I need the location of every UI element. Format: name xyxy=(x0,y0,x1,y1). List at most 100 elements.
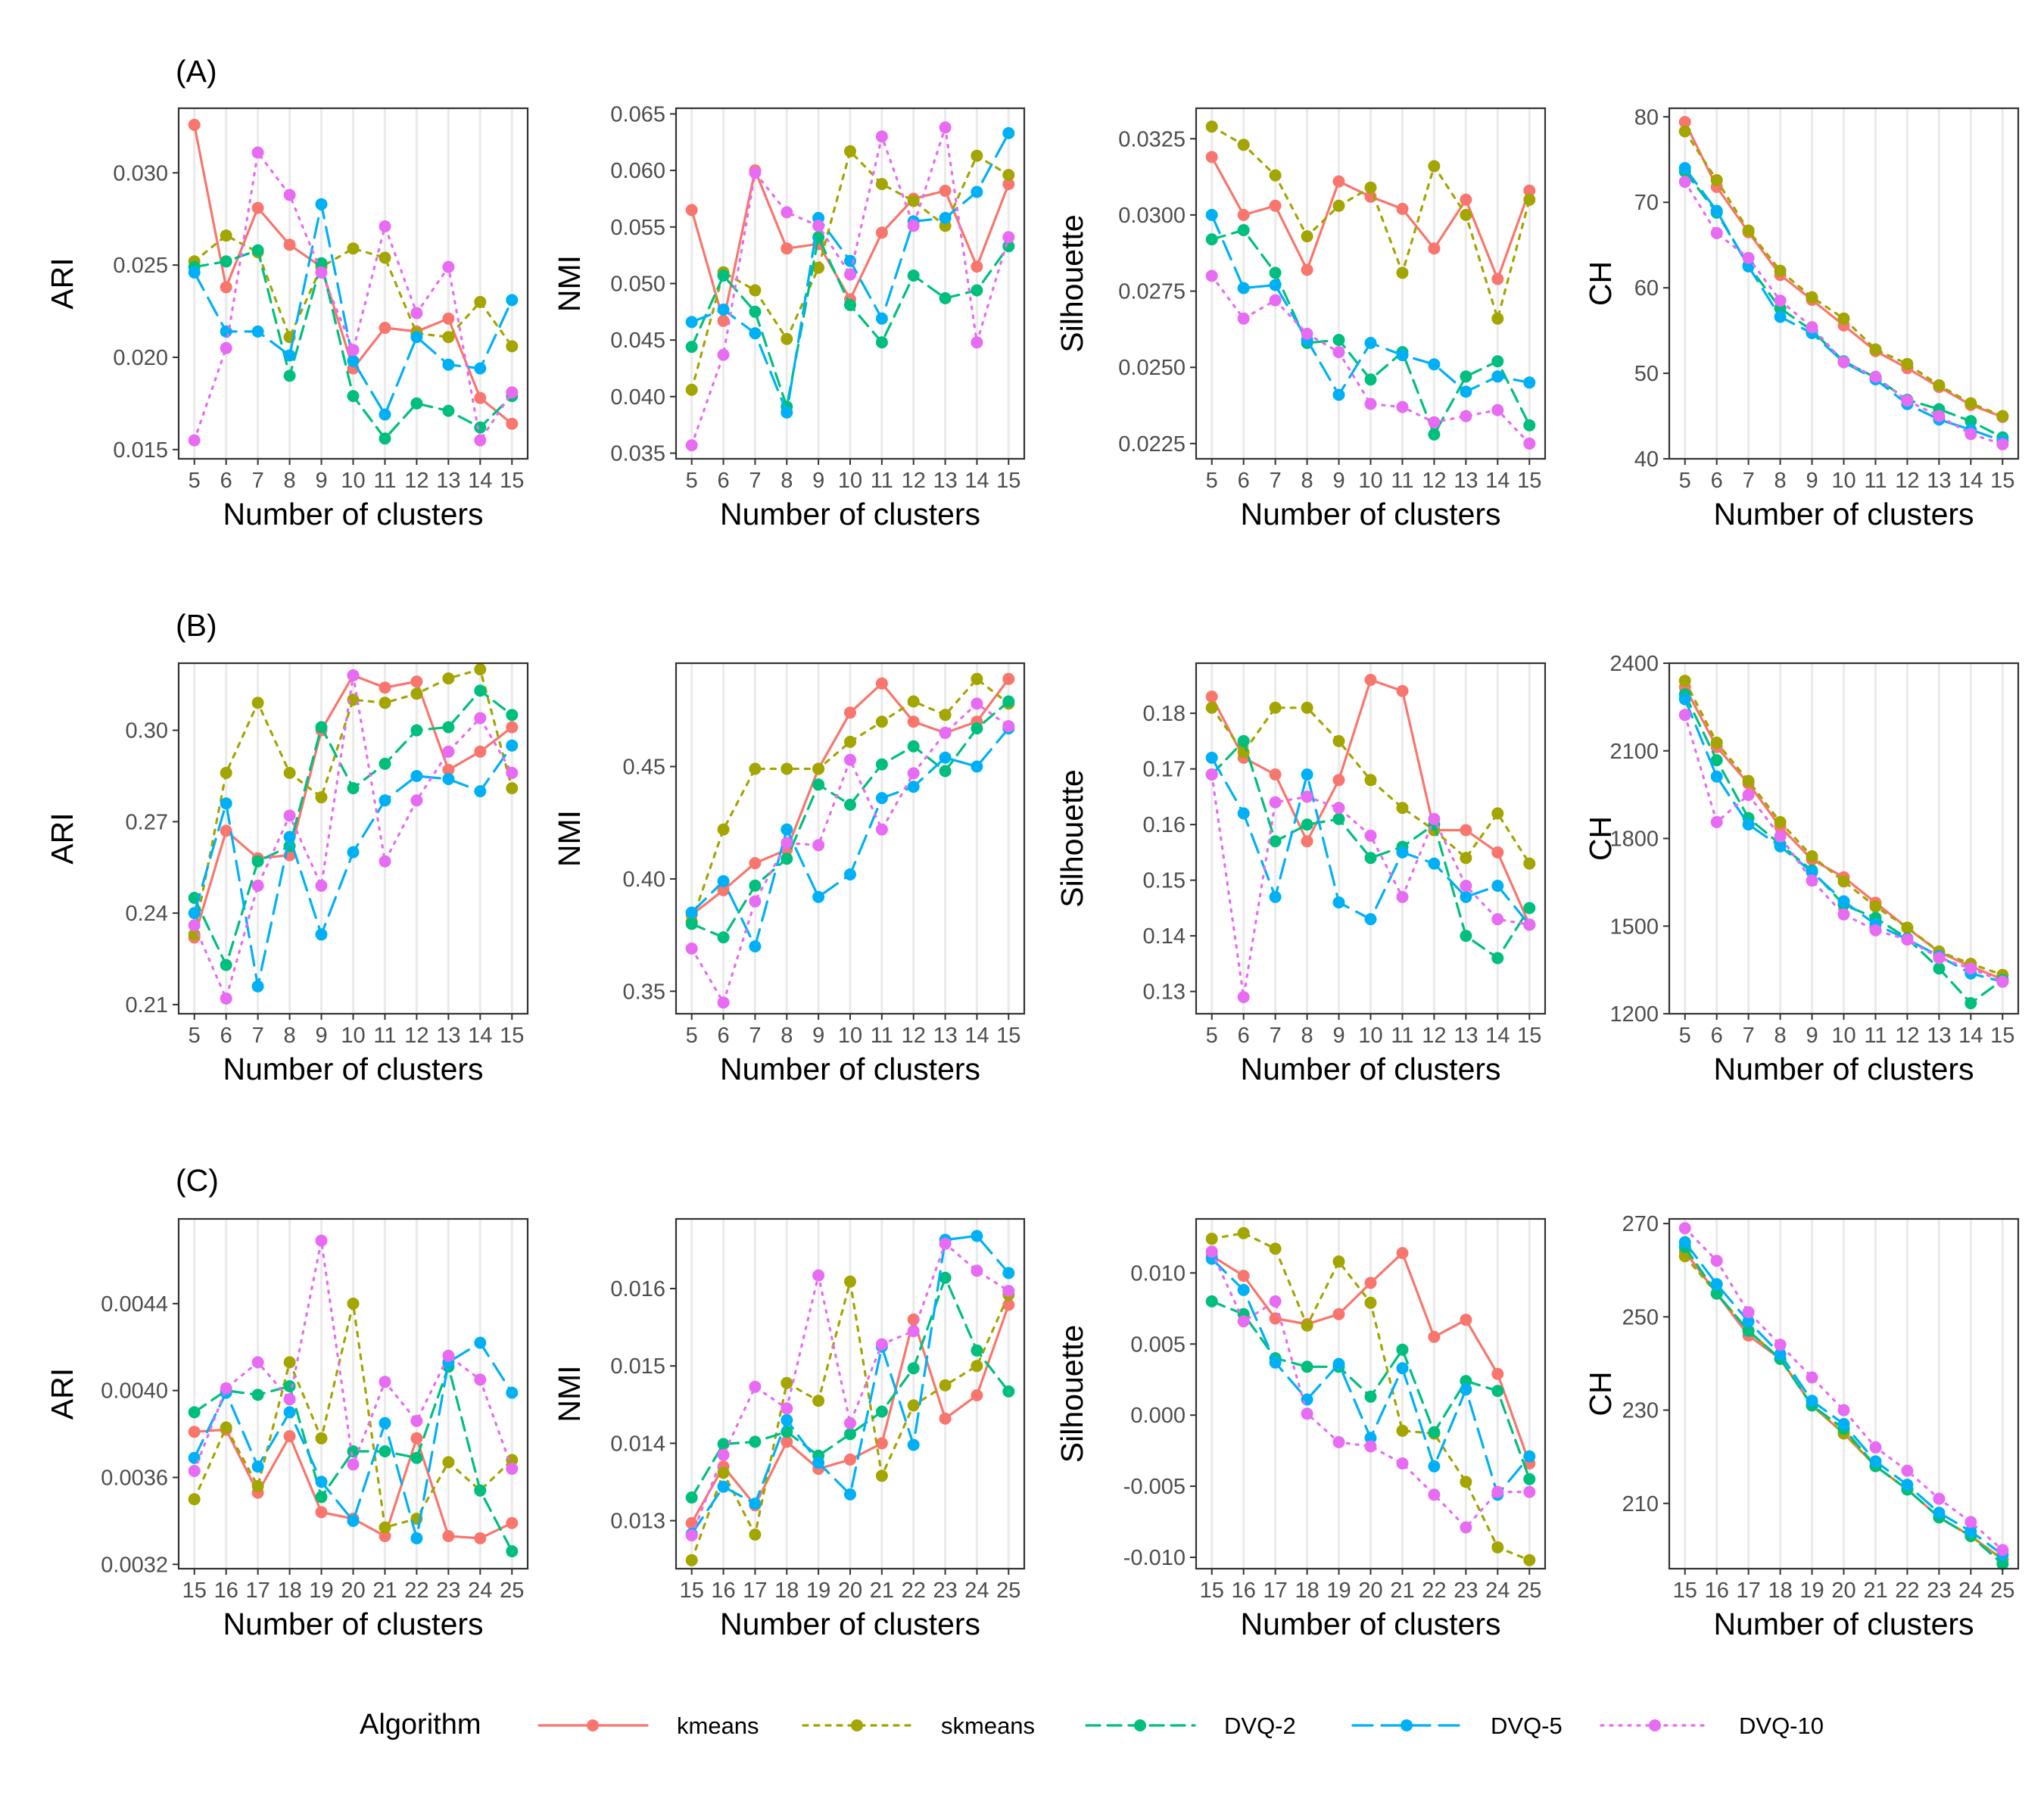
data-point xyxy=(717,1438,730,1451)
data-point xyxy=(410,1432,423,1445)
data-point xyxy=(1965,997,1977,1010)
data-point xyxy=(1933,1507,1946,1519)
data-point xyxy=(1933,952,1946,965)
data-point xyxy=(1710,736,1723,749)
data-point xyxy=(939,1237,952,1250)
x-tick-label: 10 xyxy=(1358,1024,1382,1048)
data-point xyxy=(379,1521,391,1534)
x-tick-label: 5 xyxy=(1206,1024,1218,1048)
data-point xyxy=(1523,1473,1536,1485)
data-point xyxy=(315,1234,328,1247)
y-tick-label: 60 xyxy=(1634,276,1659,301)
x-tick-label: 21 xyxy=(870,1579,894,1603)
data-point xyxy=(251,855,264,868)
data-point xyxy=(844,735,856,748)
data-point xyxy=(1837,312,1850,325)
data-point xyxy=(1364,774,1377,787)
data-point xyxy=(251,1356,264,1369)
x-tick-label: 10 xyxy=(838,469,862,493)
series-line xyxy=(1211,1250,1531,1529)
data-point xyxy=(939,185,952,197)
data-point xyxy=(1205,1245,1218,1258)
x-tick-label: 20 xyxy=(838,1579,862,1603)
data-point xyxy=(1460,930,1472,943)
data-point xyxy=(251,1460,264,1473)
data-point xyxy=(1460,824,1472,837)
x-tick-label: 20 xyxy=(1831,1579,1855,1603)
data-point xyxy=(1901,921,1914,934)
y-tick-label: 0.025 xyxy=(113,254,168,278)
x-tick-label: 13 xyxy=(436,469,460,493)
data-point xyxy=(1396,1457,1409,1469)
x-tick-label: 15 xyxy=(182,1579,207,1603)
y-tick-label: 0.020 xyxy=(113,346,168,370)
data-point xyxy=(875,226,888,239)
data-point xyxy=(1301,263,1313,276)
x-tick-label: 9 xyxy=(1332,469,1344,493)
data-point xyxy=(907,1313,920,1326)
y-axis-title: ARI xyxy=(45,1368,79,1420)
x-tick-label: 12 xyxy=(1895,1024,1919,1048)
data-point xyxy=(1269,701,1282,714)
data-point xyxy=(1742,1315,1755,1328)
x-tick-label: 24 xyxy=(964,1579,989,1603)
data-point xyxy=(685,341,698,354)
series-skmeans xyxy=(188,663,519,941)
data-point xyxy=(442,1349,455,1362)
data-point xyxy=(1523,857,1536,870)
data-point xyxy=(1301,835,1313,848)
data-point xyxy=(188,928,201,941)
x-tick-label: 9 xyxy=(812,1024,824,1048)
x-tick-label: 14 xyxy=(1485,469,1510,493)
data-point xyxy=(1269,294,1282,307)
data-point xyxy=(1332,334,1345,346)
y-tick-label: 0.13 xyxy=(1143,980,1186,1005)
data-point xyxy=(717,303,730,316)
data-point xyxy=(939,1412,952,1425)
data-point xyxy=(685,906,698,919)
data-point xyxy=(1269,768,1282,781)
data-point xyxy=(1996,438,2009,450)
data-point xyxy=(1396,1247,1409,1260)
data-point xyxy=(1996,1544,2009,1557)
x-axis-title: Number of clusters xyxy=(223,497,483,531)
data-point xyxy=(781,823,793,836)
x-tick-label: 12 xyxy=(404,469,428,493)
data-point xyxy=(315,1476,328,1488)
data-point xyxy=(506,386,519,399)
data-point xyxy=(220,1382,232,1395)
data-point xyxy=(442,260,455,273)
series-line xyxy=(1684,679,2004,977)
data-point xyxy=(1491,846,1504,859)
data-point xyxy=(1491,1385,1504,1398)
y-tick-label: 0.016 xyxy=(610,1277,665,1301)
x-tick-label: 18 xyxy=(277,1579,301,1603)
x-tick-label: 7 xyxy=(1270,469,1282,493)
series-dvq-2 xyxy=(1205,1295,1536,1485)
data-point xyxy=(1491,913,1504,926)
series-dvq-10 xyxy=(1205,768,1536,1003)
data-point xyxy=(347,390,360,403)
legend-label: DVQ-2 xyxy=(1224,1713,1296,1739)
x-tick-label: 12 xyxy=(902,469,926,493)
data-point xyxy=(1237,208,1250,221)
data-point xyxy=(1806,874,1818,887)
data-point xyxy=(1332,175,1345,188)
data-point xyxy=(220,281,232,294)
legend-point xyxy=(1134,1719,1146,1731)
data-point xyxy=(717,884,730,896)
data-point xyxy=(1933,1492,1946,1505)
series-dvq-10 xyxy=(1678,1222,2009,1557)
panel-a-nmi: 5 6 7 8 9 10 11 12 13 14 15 0.035 0.040 0.045 0.050 0.0… xyxy=(552,102,1026,531)
data-point xyxy=(1774,264,1787,277)
data-point xyxy=(875,178,888,191)
x-tick-label: 20 xyxy=(341,1579,365,1603)
x-tick-label: 15 xyxy=(1517,1024,1541,1048)
y-tick-label: 0.0036 xyxy=(101,1466,168,1490)
x-axis-title: Number of clusters xyxy=(1240,497,1500,531)
data-point xyxy=(474,1532,487,1544)
data-point xyxy=(781,837,793,849)
data-point xyxy=(1901,357,1914,370)
series-dvq-5 xyxy=(685,1230,1015,1540)
data-point xyxy=(1364,1432,1377,1445)
